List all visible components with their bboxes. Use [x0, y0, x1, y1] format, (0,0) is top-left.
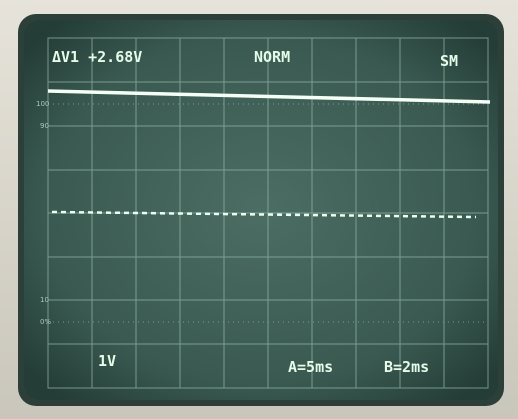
timebase-b: B=2ms: [384, 358, 429, 376]
graticule-label: 0%: [40, 318, 51, 326]
mode-readout: NORM: [254, 48, 290, 66]
volts-readout: 1V: [98, 352, 116, 370]
oscilloscope: ΔV1 +2.68V NORM SM 1V A=5ms B=2ms 100 90…: [0, 0, 518, 419]
delta-readout: ΔV1 +2.68V: [52, 48, 142, 66]
graticule-label: 100: [36, 100, 49, 108]
screen: [24, 20, 498, 400]
graticule-label: 90: [40, 122, 49, 130]
sweep-readout: SM: [440, 52, 458, 70]
timebase-a: A=5ms: [288, 358, 333, 376]
graticule-label: 10: [40, 296, 49, 304]
